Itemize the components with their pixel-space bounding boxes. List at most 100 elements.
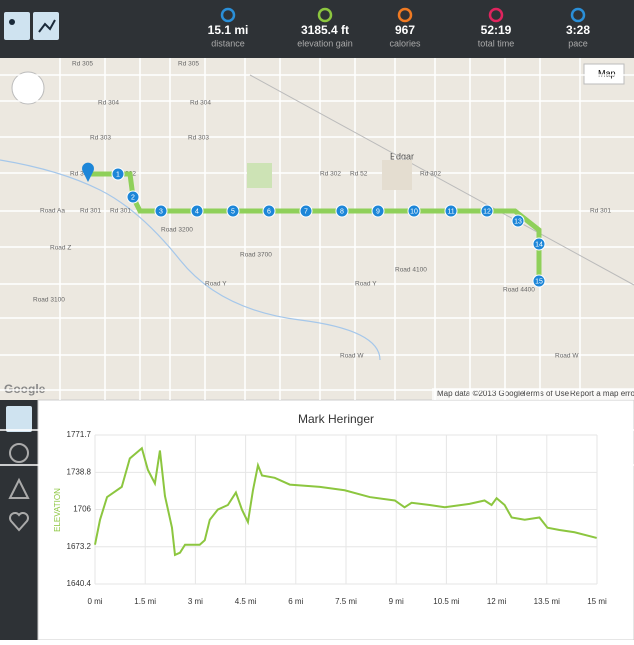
- stat-value: 967: [395, 23, 415, 37]
- x-tick-label: 15 mi: [587, 597, 607, 606]
- heart-tab[interactable]: [9, 512, 29, 532]
- road-label: Rd 301: [590, 208, 611, 215]
- road-label: Rd 301: [80, 208, 101, 215]
- x-tick-label: 10.5 mi: [433, 597, 459, 606]
- speed-tab[interactable]: [9, 443, 29, 463]
- stat-value: 3:28: [566, 23, 590, 37]
- stat-value: 3185.4 ft: [301, 23, 349, 37]
- mile-marker[interactable]: [532, 274, 546, 288]
- x-tick-label: 6 mi: [288, 597, 303, 606]
- road-label: Rd 302: [420, 171, 441, 178]
- stat-icon: [570, 7, 586, 23]
- chart-title: Mark Heringer: [298, 412, 374, 426]
- mile-marker-label: 11: [447, 208, 454, 215]
- mile-marker-label: 7: [304, 208, 308, 215]
- route: [88, 171, 542, 281]
- stat-value: 15.1 mi: [208, 23, 249, 37]
- start-pin: [82, 162, 94, 182]
- road-label: Rd 305: [72, 61, 93, 68]
- mile-marker[interactable]: [190, 204, 204, 218]
- road-label: Rd 304: [98, 100, 119, 107]
- road-label: Road Y: [205, 281, 227, 288]
- map-type-button[interactable]: [583, 63, 625, 85]
- mile-marker[interactable]: [532, 237, 546, 251]
- road-label: Rd 52: [350, 171, 368, 178]
- y-tick-label: 1771.7: [67, 430, 92, 439]
- mile-marker[interactable]: [154, 204, 168, 218]
- map-type-label: Map: [598, 68, 616, 78]
- park: [247, 163, 272, 188]
- mile-marker-label: 5: [231, 208, 235, 215]
- mile-marker[interactable]: [262, 204, 276, 218]
- chart-icon: [38, 19, 56, 33]
- mile-marker-label: 8: [340, 208, 344, 215]
- x-tick-label: 0 mi: [87, 597, 102, 606]
- road-label: Road W: [555, 353, 579, 360]
- y-tick-label: 1640.4: [67, 579, 92, 588]
- sidebar: [0, 400, 38, 640]
- mile-marker[interactable]: [407, 204, 421, 218]
- mile-marker-label: 15: [535, 278, 543, 285]
- x-tick-label: 3 mi: [188, 597, 203, 606]
- report-link[interactable]: Report a map error: [570, 389, 634, 398]
- stat-icon: [488, 7, 504, 23]
- map-view-button[interactable]: [4, 12, 30, 40]
- top-bar: [0, 0, 634, 58]
- place-label: Edgar: [390, 151, 414, 161]
- stat-label: distance: [211, 38, 245, 48]
- road-label: Road 3200: [161, 227, 193, 234]
- mile-marker[interactable]: [444, 204, 458, 218]
- elevation-tab[interactable]: [6, 406, 32, 432]
- road-label: Road Aa: [40, 208, 65, 215]
- road-label: Road Y: [355, 281, 377, 288]
- attribution-bg: [432, 388, 634, 400]
- road-label: Rd 304: [190, 100, 211, 107]
- mile-marker[interactable]: [371, 204, 385, 218]
- road-label: Rd 300: [70, 171, 91, 178]
- pan-control[interactable]: [11, 71, 45, 105]
- stat-value: 52:19: [481, 23, 512, 37]
- mile-marker[interactable]: [480, 204, 494, 218]
- x-tick-label: 9 mi: [389, 597, 404, 606]
- road-label: Road 4100: [395, 267, 427, 274]
- y-tick-label: 1673.2: [67, 542, 92, 551]
- y-tick-label: 1706: [73, 505, 91, 514]
- mile-marker-label: 2: [131, 194, 135, 201]
- road-label: Rd 303: [188, 135, 209, 142]
- mile-marker-label: 12: [483, 208, 491, 215]
- grade-tab[interactable]: [8, 477, 30, 499]
- mile-marker[interactable]: [299, 204, 313, 218]
- stat-label: elevation gain: [297, 38, 353, 48]
- mile-marker-label: 14: [535, 241, 543, 248]
- stat-label: calories: [389, 38, 421, 48]
- x-tick-label: 4.5 mi: [235, 597, 257, 606]
- mile-marker-label: 10: [410, 208, 418, 215]
- x-tick-label: 12 mi: [487, 597, 507, 606]
- attribution: Map data ©2013 Google: [437, 389, 525, 398]
- x-tick-label: 7.5 mi: [335, 597, 357, 606]
- mile-marker[interactable]: [111, 167, 125, 181]
- mile-marker[interactable]: [226, 204, 240, 218]
- stat-icon: [317, 7, 333, 23]
- mile-marker-label: 13: [514, 218, 522, 225]
- town: [382, 160, 412, 190]
- road-label: Road 3700: [240, 252, 272, 259]
- stat-icon: [397, 7, 413, 23]
- x-tick-label: 13.5 mi: [534, 597, 560, 606]
- mile-marker[interactable]: [126, 190, 140, 204]
- y-axis-label: ELEVATION: [53, 488, 62, 532]
- map-logo: Google: [4, 382, 46, 396]
- mile-marker[interactable]: [335, 204, 349, 218]
- y-tick-label: 1738.8: [67, 467, 92, 476]
- mile-marker[interactable]: [511, 214, 525, 228]
- mile-marker-label: 1: [116, 171, 120, 178]
- x-tick-label: 1.5 mi: [134, 597, 156, 606]
- mile-marker-label: 6: [267, 208, 271, 215]
- mile-marker-label: 9: [376, 208, 380, 215]
- stat-label: pace: [568, 38, 588, 48]
- road-label: Road 4400: [503, 287, 535, 294]
- river: [0, 159, 381, 361]
- terms-link[interactable]: Terms of Use: [522, 389, 570, 398]
- elevation-line: [94, 446, 597, 557]
